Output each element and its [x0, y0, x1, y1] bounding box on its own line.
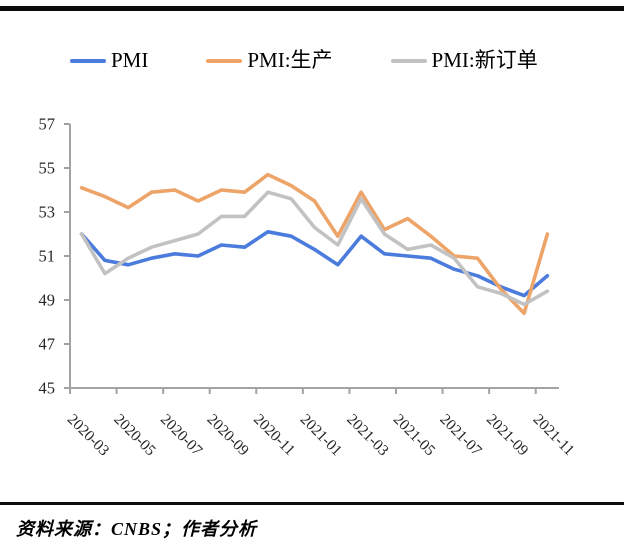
y-tick-label: 47	[39, 335, 56, 354]
legend-item-pmi-production: PMI:生产	[206, 48, 333, 72]
series-line-1	[79, 172, 550, 316]
footer-divider-rule	[0, 502, 624, 505]
x-tick-label: 2021-11	[530, 411, 578, 459]
x-tick-label: 2021-01	[297, 411, 346, 460]
x-tick-label: 2021-03	[343, 411, 392, 460]
x-tick-label: 2020-07	[157, 411, 206, 460]
legend-label-pmi-production: PMI:生产	[247, 48, 333, 72]
y-tick-label: 53	[39, 203, 56, 222]
series-line-0	[79, 230, 550, 298]
top-divider-rule	[0, 6, 624, 11]
x-tick-label: 2020-05	[110, 411, 159, 460]
x-tick-label: 2021-05	[390, 411, 439, 460]
y-tick-label: 57	[39, 115, 56, 134]
x-tick-label: 2020-11	[250, 411, 298, 459]
x-tick-label: 2021-07	[436, 411, 485, 460]
legend-label-pmi-new-orders: PMI:新订单	[431, 48, 538, 72]
y-tick-label: 51	[39, 247, 56, 266]
x-tick-label: 2020-09	[204, 411, 253, 460]
y-tick-label: 49	[39, 291, 56, 310]
x-tick-label: 2021-09	[483, 411, 532, 460]
y-tick-label: 55	[39, 159, 56, 178]
legend-line-swatch-pmi-production	[206, 58, 243, 63]
x-tick-label: 2020-03	[64, 411, 113, 460]
legend-item-pmi-new-orders: PMI:新订单	[390, 48, 538, 72]
y-tick-label: 45	[39, 379, 56, 398]
series-line-2	[79, 190, 550, 307]
legend-item-pmi: PMI	[70, 50, 148, 71]
legend-line-swatch-pmi	[70, 58, 106, 63]
legend-line-swatch-pmi-new-orders	[390, 58, 427, 63]
chart-legend: PMI PMI:生产 PMI:新订单	[70, 50, 596, 71]
legend-label-pmi: PMI	[111, 48, 149, 72]
data-source-note: 资料来源：CNBS；作者分析	[16, 519, 258, 539]
